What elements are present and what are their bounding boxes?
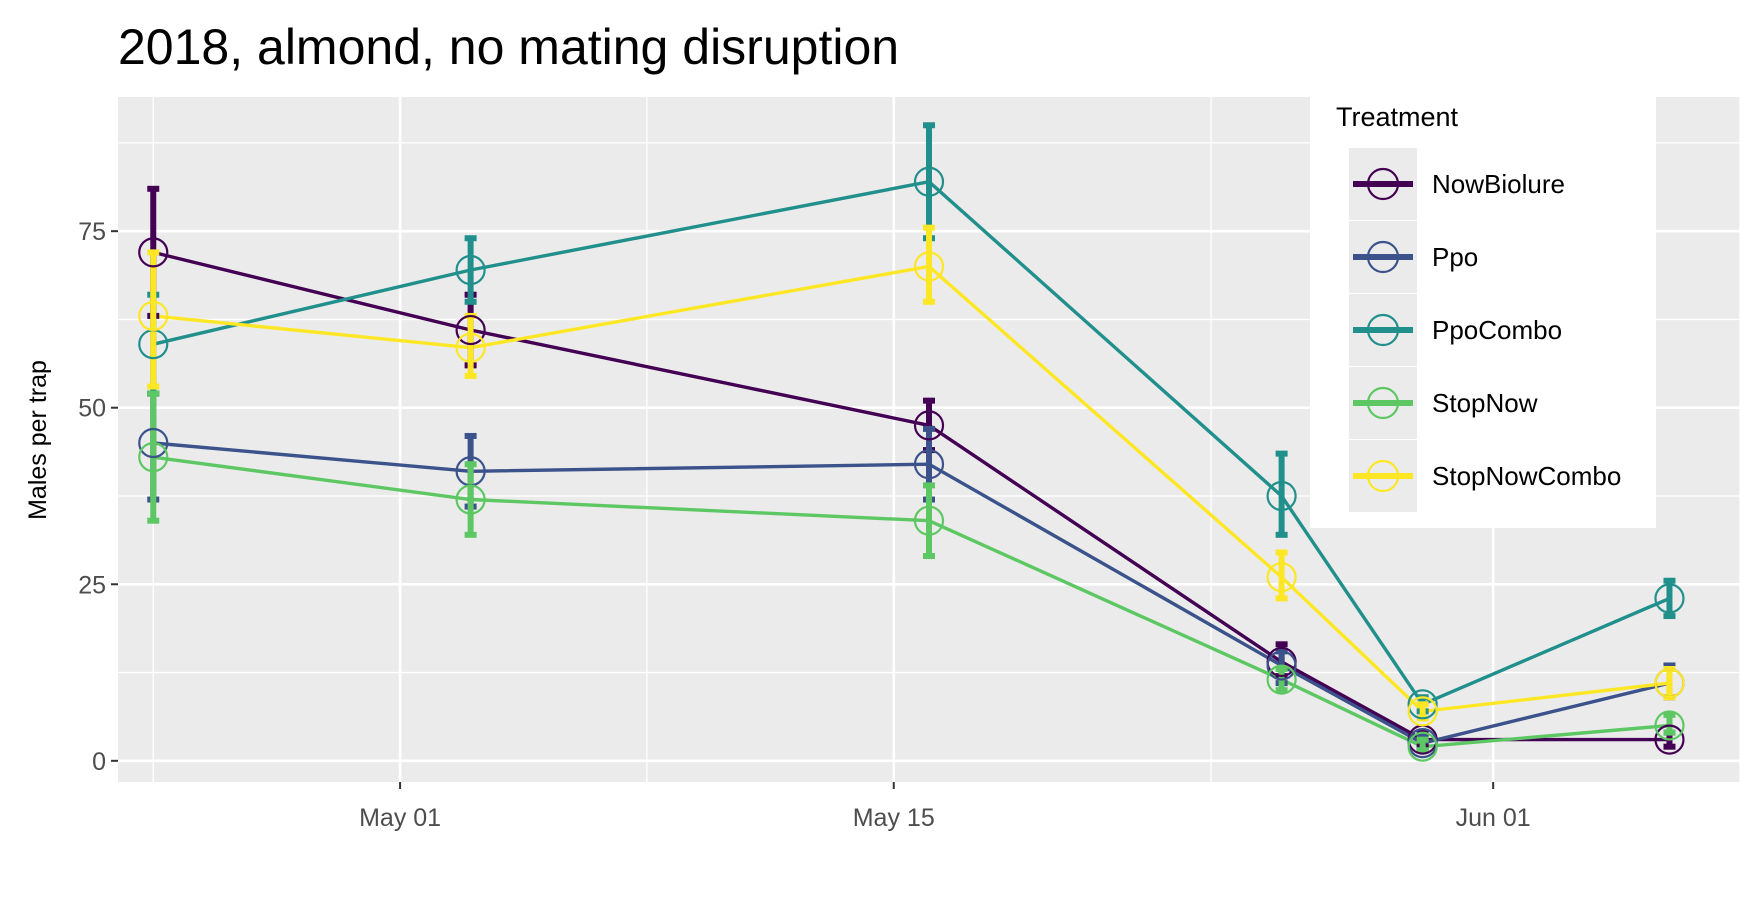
error-bar-stopnowcombo [147,249,160,390]
error-bar-stopnow [1416,736,1429,754]
legend-key-marker [1366,386,1400,420]
data-point-stopnow [1407,731,1438,762]
legend-key-marker [1366,313,1400,347]
x-tick-label: May 15 [853,804,935,832]
data-point-stopnow [1654,710,1685,741]
data-point-ppocombo [1654,583,1685,614]
data-point-ppo [1266,650,1297,681]
data-point-ppocombo [455,254,486,286]
data-point-ppo [913,449,945,480]
legend-items: NowBiolure Ppo PpoCombo StopNow StopNowCombo [1349,148,1621,512]
series-line-nowbiolure [152,250,1670,742]
error-bar-ppocombo [1275,450,1288,538]
y-tick-label: 0 [92,748,106,776]
legend-item-stopnow: StopNow [1349,367,1538,439]
legend-item-ppocombo: PpoCombo [1349,294,1562,366]
legend: Treatment NowBiolure Ppo PpoCombo StopNow St… [1310,90,1656,528]
data-point-nowbiolure [138,237,169,268]
y-tick-label: 50 [78,395,106,423]
data-point-stopnow [1266,664,1297,695]
legend-key-marker [1366,459,1400,493]
x-axis: May 01 May 15 Jun 01 [359,782,1531,832]
x-tick-label: Jun 01 [1456,804,1531,832]
error-bar-stopnowcombo [923,224,935,305]
error-bar-stopnow [1663,711,1676,736]
data-point-stopnow [455,484,486,515]
series-line-ppocombo [152,179,1671,707]
data-point-stopnow [138,442,169,473]
legend-key-marker [1366,240,1400,274]
data-point-ppocombo [1407,689,1438,720]
legend-label-ppocombo: PpoCombo [1432,315,1562,345]
y-axis: 0 25 50 75 [78,218,118,776]
error-bar-stopnow [923,482,935,560]
y-axis-title: Males per trap [24,360,52,520]
error-bar-stopnow [464,461,477,538]
data-point-ppocombo [913,166,945,197]
data-point-nowbiolure [1654,724,1685,755]
legend-label-nowbiolure: NowBiolure [1432,169,1565,199]
error-bar-ppocombo [1663,577,1676,620]
legend-item-ppo: Ppo [1349,221,1478,293]
data-point-nowbiolure [913,410,945,441]
series-line-ppo [153,441,1670,746]
legend-item-nowbiolure: NowBiolure [1349,148,1565,220]
data-point-stopnowcombo [455,332,486,363]
data-point-stopnowcombo [138,300,169,332]
legend-label-stopnow: StopNow [1432,388,1538,418]
data-point-ppocombo [1266,480,1297,512]
series-line-stopnowcombo [153,264,1670,714]
legend-title: Treatment [1336,102,1459,132]
data-point-ppo [138,427,169,459]
data-point-stopnowcombo [1654,668,1685,699]
legend-label-stopnowcombo: StopNowCombo [1432,461,1621,491]
data-point-stopnowcombo [1266,562,1297,593]
series-line-stopnow [153,455,1670,749]
x-tick-label: May 01 [359,804,441,832]
data-point-nowbiolure [455,314,486,346]
y-tick-label: 75 [78,218,106,246]
error-bar-ppocombo [464,235,477,305]
legend-label-ppo: Ppo [1432,242,1478,272]
data-point-stopnowcombo [913,251,945,282]
data-point-stopnowcombo [1407,696,1438,727]
legend-key-marker [1366,167,1400,201]
y-tick-label: 25 [78,571,106,599]
legend-item-stopnowcombo: StopNowCombo [1349,440,1621,512]
chart-title: 2018, almond, no mating disruption [118,19,899,75]
series-layer [138,122,1685,762]
data-point-stopnow [913,505,945,536]
